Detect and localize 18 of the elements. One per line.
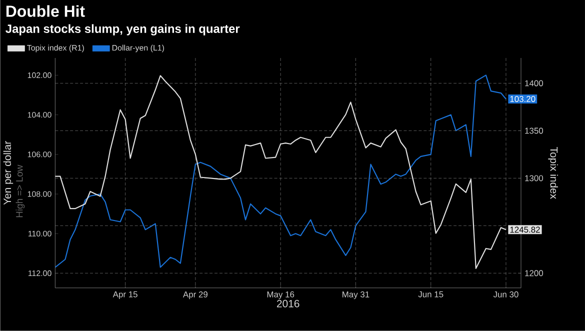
x-tick-label: Jun 15 <box>418 291 444 298</box>
text: High => Low <box>16 164 25 218</box>
y-axis-title: Yen per dollar <box>3 141 14 205</box>
y2-tick-label: 1350 <box>525 128 544 134</box>
data-label: 103.20 <box>510 96 536 102</box>
chart-subtitle: Japan stocks slump, yen gains in quarter <box>6 24 240 36</box>
x-tick-label: Apr 29 <box>182 291 208 300</box>
y2-tick-label: 1200 <box>525 270 544 276</box>
x-tick-label: May 31 <box>342 291 370 300</box>
x-tick-label: Apr 15 <box>112 291 138 300</box>
x-axis-title: 2016 <box>276 300 300 308</box>
x-tick-label: Jun 30 <box>493 291 518 298</box>
data-label: 1245.82 <box>510 226 540 233</box>
y2-tick-label: 1400 <box>525 80 544 86</box>
y2-tick-label: 1300 <box>525 175 544 182</box>
x-tick-label: May 16 <box>267 291 294 300</box>
chart-title: Double Hit <box>6 5 85 17</box>
y2-axis-title: Topix index <box>548 147 558 200</box>
